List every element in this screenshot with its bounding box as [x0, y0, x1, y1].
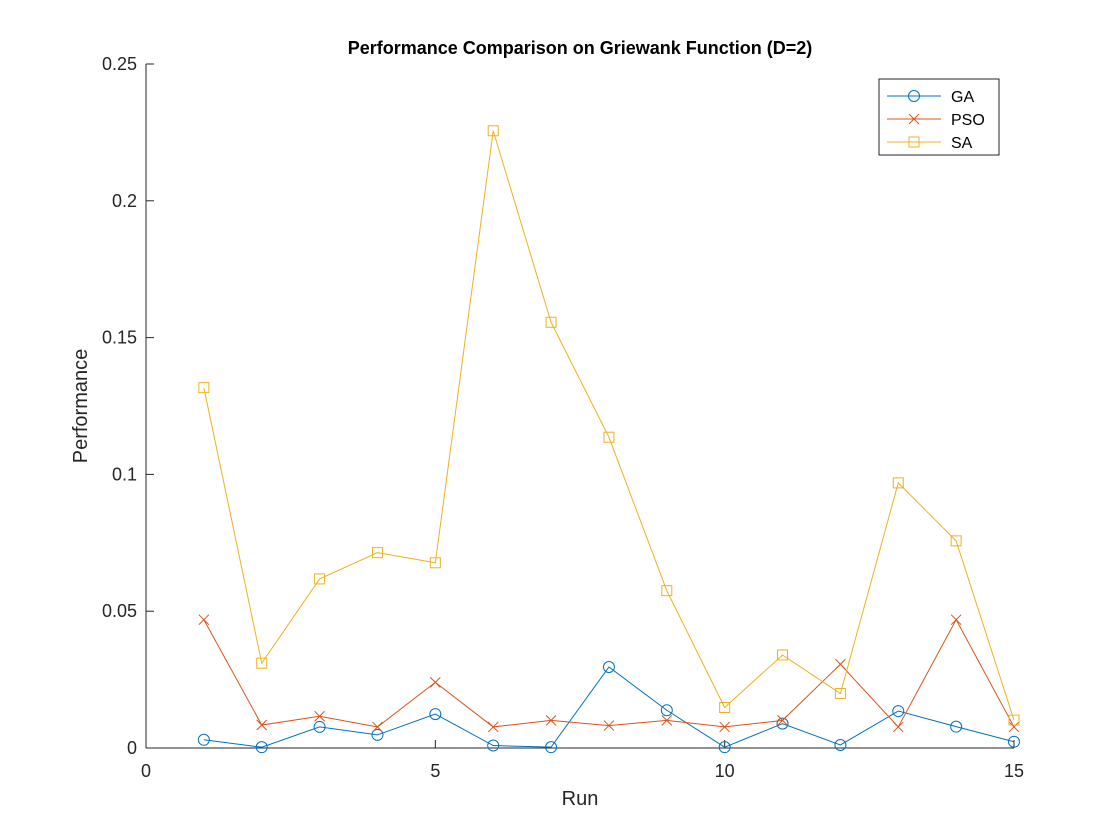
data-point-ga: [660, 704, 673, 717]
data-point-sa: [834, 688, 846, 700]
data-point-pso: [835, 658, 846, 670]
y-tick-label: 0.2: [112, 191, 137, 211]
data-point-ga: [892, 705, 905, 718]
data-point-sa: [777, 649, 789, 661]
series-line-sa: [203, 130, 1015, 721]
data-point-ga: [313, 720, 326, 733]
data-point-ga: [602, 661, 615, 674]
y-tick-label: 0.15: [102, 328, 137, 348]
data-point-sa: [429, 557, 441, 569]
data-point-sa: [603, 431, 615, 443]
data-point-pso: [1008, 721, 1020, 733]
data-point-pso: [777, 715, 788, 726]
x-tick-label: 5: [430, 761, 440, 781]
data-point-pso: [603, 720, 615, 731]
legend-item-sa: SA: [887, 135, 973, 152]
series-group: [197, 125, 1020, 754]
data-point-pso: [719, 721, 731, 733]
series-ga: [197, 661, 1020, 754]
data-point-ga: [487, 739, 500, 752]
legend: GA PSO SA: [878, 78, 1000, 156]
legend-label-ga: GA: [951, 89, 974, 106]
data-point-sa: [1008, 714, 1020, 726]
legend-label-pso: PSO: [951, 112, 985, 129]
data-point-pso: [198, 614, 210, 626]
data-point-ga: [545, 741, 558, 754]
legend-item-ga: GA: [887, 89, 974, 106]
data-point-ga: [776, 717, 789, 730]
data-point-ga: [197, 733, 210, 746]
data-point-pso: [314, 710, 325, 722]
legend-marker-sa: [908, 136, 920, 148]
x-tick-label: 10: [715, 761, 735, 781]
x-axis-label: Run: [562, 788, 599, 810]
data-point-pso: [429, 676, 441, 688]
legend-label-sa: SA: [951, 135, 973, 152]
data-point-ga: [1008, 735, 1020, 748]
data-point-ga: [718, 741, 731, 754]
data-point-sa: [719, 702, 731, 714]
data-point-pso: [256, 719, 268, 731]
data-point-pso: [545, 715, 557, 726]
data-point-pso: [487, 721, 499, 733]
data-point-pso: [661, 715, 673, 726]
data-point-sa: [950, 535, 962, 547]
data-point-ga: [429, 708, 442, 721]
data-point-sa: [661, 585, 673, 597]
data-point-sa: [545, 316, 557, 328]
plot-axes: [145, 64, 1014, 749]
data-point-pso: [892, 721, 904, 733]
data-point-sa: [892, 477, 904, 489]
series-line-ga: [203, 666, 1015, 748]
data-point-ga: [834, 738, 847, 751]
data-point-sa: [371, 547, 383, 559]
legend-marker-ga: [908, 90, 920, 102]
y-tick-label: 0: [127, 738, 137, 758]
y-tick-label: 0.1: [112, 464, 137, 484]
data-point-sa: [256, 657, 268, 669]
x-tick-label: 0: [141, 761, 151, 781]
data-point-sa: [314, 573, 326, 585]
data-point-ga: [255, 741, 268, 754]
x-tick-label: 15: [1004, 761, 1024, 781]
data-point-pso: [950, 614, 962, 626]
data-point-ga: [371, 728, 384, 741]
data-point-ga: [950, 720, 963, 733]
chart-title: Performance Comparison on Griewank Funct…: [348, 38, 813, 58]
legend-item-pso: PSO: [887, 112, 985, 129]
series-sa: [198, 125, 1020, 726]
y-tick-label: 0.25: [102, 54, 137, 74]
series-pso: [198, 614, 1020, 733]
data-point-sa: [487, 125, 499, 137]
y-ticks: 0 0.05 0.1 0.15 0.2 0.25: [102, 54, 154, 758]
y-tick-label: 0.05: [102, 601, 137, 621]
legend-marker-pso: [908, 113, 920, 125]
data-point-pso: [372, 721, 383, 733]
data-point-sa: [198, 382, 210, 394]
y-axis-label: Performance: [70, 349, 92, 464]
